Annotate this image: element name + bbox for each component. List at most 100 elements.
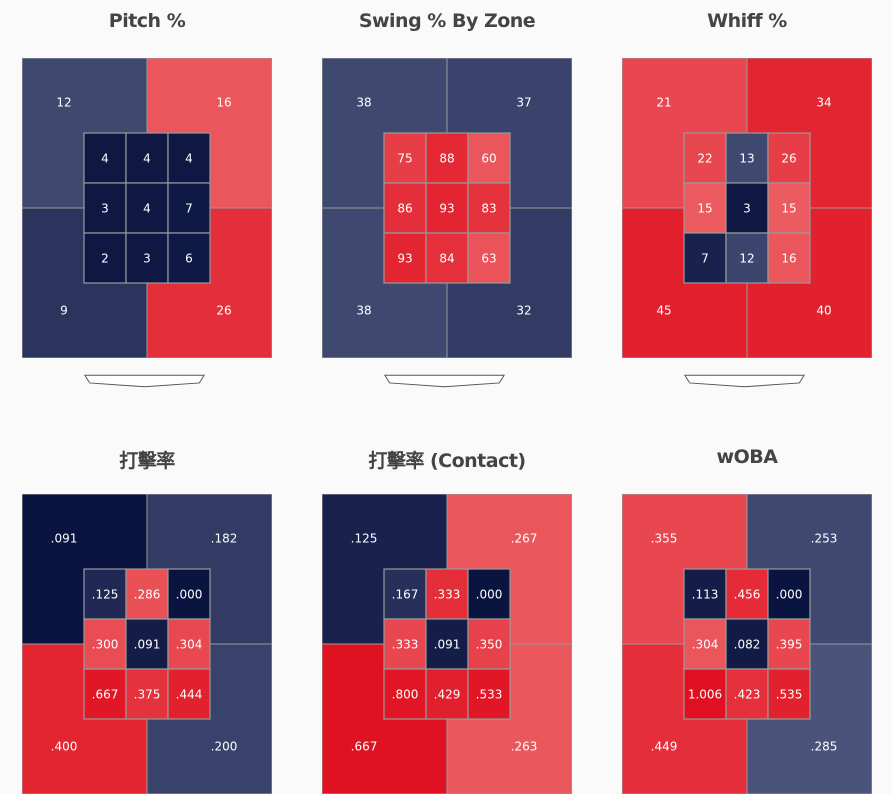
inner-cell [683, 668, 727, 720]
inner-cell [125, 182, 169, 234]
chart-title: Whiff % [707, 10, 787, 32]
inner-cell [467, 618, 511, 670]
inner-label: .000 [476, 588, 503, 602]
chart-title: 打擊率 (Contact) [368, 450, 526, 472]
outer-label-br: 40 [816, 304, 831, 318]
inner-label: 15 [697, 202, 712, 216]
home-plate-icon [84, 374, 205, 388]
zone-svg: 12 16 9 26 4 4 4 3 4 7 2 3 6 [22, 58, 272, 358]
inner-cell [167, 182, 211, 234]
inner-cell [125, 232, 169, 284]
inner-label: 12 [739, 252, 754, 266]
inner-cell [83, 568, 127, 620]
inner-cell [725, 232, 769, 284]
inner-label: .395 [776, 638, 803, 652]
inner-label: 22 [697, 152, 712, 166]
inner-cell [767, 132, 811, 184]
inner-label: .456 [734, 588, 761, 602]
inner-label: .286 [134, 588, 161, 602]
inner-label: 93 [397, 252, 412, 266]
home-plate-icon [384, 374, 505, 388]
inner-label: 16 [781, 252, 796, 266]
outer-label-bl: 45 [656, 304, 671, 318]
inner-cell [725, 668, 769, 720]
inner-cell [467, 232, 511, 284]
inner-label: 13 [739, 152, 754, 166]
outer-label-bl: .449 [651, 740, 678, 754]
inner-label: 83 [481, 202, 496, 216]
chart-title: wOBA [716, 446, 778, 468]
strike-zone: .355 .253 .449 .285 .113 .456 .000 .304 .082 .395… [622, 494, 872, 794]
inner-label: .000 [776, 588, 803, 602]
inner-label: 63 [481, 252, 496, 266]
inner-label: 26 [781, 152, 796, 166]
inner-label: .304 [176, 638, 203, 652]
inner-cell [767, 618, 811, 670]
outer-label-bl: .667 [351, 740, 378, 754]
outer-label-tl: 21 [656, 96, 671, 110]
outer-label-tl: 12 [56, 96, 71, 110]
inner-cell [683, 232, 727, 284]
outer-label-tl: .355 [651, 532, 678, 546]
inner-cell [167, 132, 211, 184]
inner-cell [125, 618, 169, 670]
inner-label: .333 [434, 588, 461, 602]
outer-label-tr: .182 [211, 532, 238, 546]
inner-cell [167, 618, 211, 670]
zone-svg: 21 34 45 40 22 13 26 15 3 15 7 12 16 [622, 58, 872, 358]
zone-svg: .125 .267 .667 .263 .167 .333 .000 .333 .091 .350… [322, 494, 572, 794]
strike-zone: 12 16 9 26 4 4 4 3 4 7 2 3 6 [22, 58, 272, 358]
inner-label: .333 [392, 638, 419, 652]
inner-cell [383, 618, 427, 670]
inner-cell [167, 668, 211, 720]
outer-label-tr: 34 [816, 96, 831, 110]
inner-label: .350 [476, 638, 503, 652]
inner-cell [383, 182, 427, 234]
inner-cell [83, 132, 127, 184]
inner-cell [425, 132, 469, 184]
inner-label: 7 [185, 202, 193, 216]
outer-label-tr: .253 [811, 532, 838, 546]
chart-title: 打擊率 [119, 450, 175, 472]
inner-label: .429 [434, 688, 461, 702]
inner-label: .533 [476, 688, 503, 702]
strike-zone: .091 .182 .400 .200 .125 .286 .000 .300 .091 .304… [22, 494, 272, 794]
inner-label: 4 [143, 152, 151, 166]
inner-label: 2 [101, 252, 109, 266]
strike-zone: .125 .267 .667 .263 .167 .333 .000 .333 .091 .350… [322, 494, 572, 794]
inner-label: .667 [92, 688, 119, 702]
inner-label: 4 [101, 152, 109, 166]
inner-cell [683, 618, 727, 670]
inner-label: .000 [176, 588, 203, 602]
inner-cell [83, 668, 127, 720]
inner-cell [767, 568, 811, 620]
inner-label: .304 [692, 638, 719, 652]
inner-cell [683, 568, 727, 620]
inner-cell [767, 232, 811, 284]
inner-label: 88 [439, 152, 454, 166]
inner-cell [725, 618, 769, 670]
strike-zone: 21 34 45 40 22 13 26 15 3 15 7 12 16 [622, 58, 872, 358]
inner-label: .444 [176, 688, 203, 702]
inner-cell [383, 232, 427, 284]
inner-cell [425, 618, 469, 670]
inner-label: 60 [481, 152, 496, 166]
inner-cell [167, 568, 211, 620]
inner-label: .423 [734, 688, 761, 702]
strike-zone: 38 37 38 32 75 88 60 86 93 83 93 84 63 [322, 58, 572, 358]
outer-label-br: .285 [811, 740, 838, 754]
outer-label-br: .200 [211, 740, 238, 754]
outer-label-br: 26 [216, 304, 231, 318]
inner-cell [467, 668, 511, 720]
inner-label: .125 [92, 588, 119, 602]
inner-cell [425, 568, 469, 620]
inner-label: 84 [439, 252, 454, 266]
inner-cell [167, 232, 211, 284]
chart-title: Pitch % [108, 10, 186, 32]
outer-label-bl: 38 [356, 304, 371, 318]
inner-label: 4 [185, 152, 193, 166]
inner-label: 6 [185, 252, 193, 266]
inner-cell [767, 668, 811, 720]
zone-svg: .355 .253 .449 .285 .113 .456 .000 .304 .082 .395… [622, 494, 872, 794]
home-plate-icon [684, 374, 805, 388]
